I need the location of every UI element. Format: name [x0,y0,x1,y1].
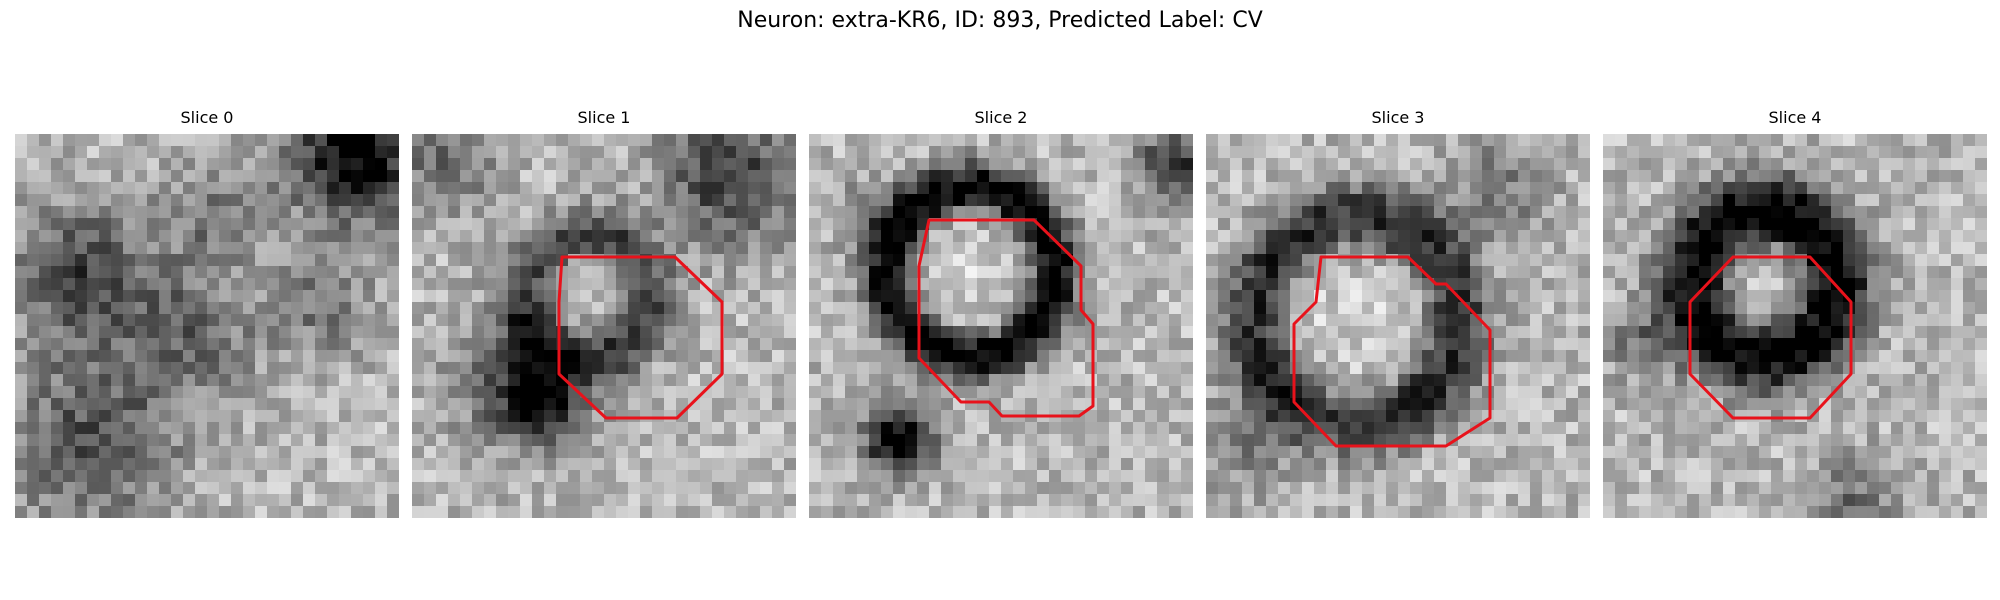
slice-image-4 [1603,134,1987,518]
slice-pixels [15,134,399,518]
slice-contour-overlay [917,218,1095,418]
slice-pixels [809,134,1193,518]
slice-title: Slice 3 [1371,108,1425,127]
slice-panel-1: Slice 1 [412,108,796,518]
contour-outline [1688,255,1853,420]
slice-image-2 [809,134,1193,518]
slice-title: Slice 4 [1768,108,1822,127]
slice-contour-overlay [1292,255,1492,448]
slice-image-1 [412,134,796,518]
slice-image-0 [15,134,399,518]
slice-title: Slice 2 [974,108,1028,127]
contour-outline [1292,255,1492,448]
slice-title: Slice 0 [180,108,234,127]
slice-title: Slice 1 [577,108,631,127]
slice-panel-4: Slice 4 [1603,108,1987,518]
slice-contour-overlay [1688,255,1853,420]
slice-pixels [1206,134,1590,518]
slice-panel-3: Slice 3 [1206,108,1590,518]
slice-contour-overlay [557,255,724,420]
slice-panel-2: Slice 2 [809,108,1193,518]
contour-outline [557,255,724,420]
slice-panel-0: Slice 0 [15,108,399,518]
slice-pixels [1603,134,1987,518]
figure-title: Neuron: extra-KR6, ID: 893, Predicted La… [737,8,1263,33]
slice-pixels [412,134,796,518]
slice-image-3 [1206,134,1590,518]
contour-outline [917,218,1095,418]
